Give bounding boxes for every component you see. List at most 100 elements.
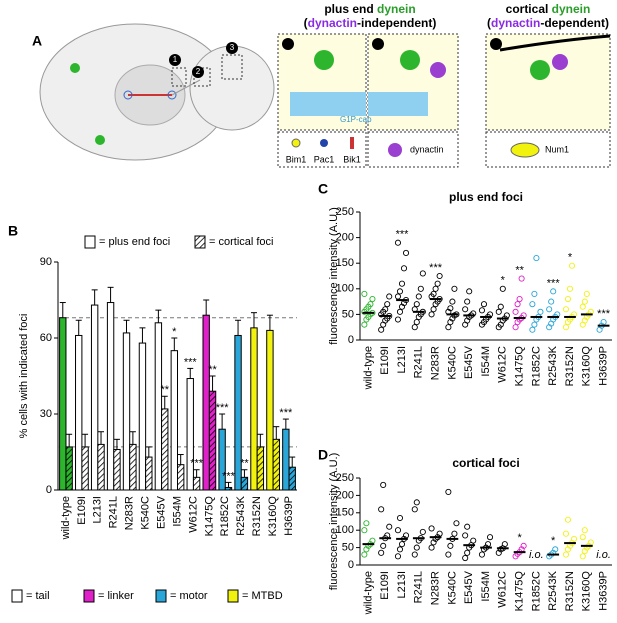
cortical-title: cortical dynein	[506, 2, 591, 16]
x-tick-label: N283R	[430, 346, 442, 380]
point	[486, 534, 494, 541]
y-tick-label: 150	[336, 507, 354, 519]
bik1	[350, 137, 354, 149]
x-tick-label: L213I	[396, 571, 408, 599]
y-tick-label: 0	[348, 559, 354, 571]
y-tick-label: 50	[342, 542, 354, 554]
chart-title: cortical foci	[452, 456, 519, 470]
point	[518, 275, 525, 282]
point	[361, 321, 368, 328]
point	[501, 541, 508, 548]
pac1	[320, 139, 328, 147]
point	[411, 506, 418, 513]
point	[411, 551, 418, 558]
point	[396, 308, 404, 315]
significance: **	[240, 458, 249, 470]
step-badge	[490, 38, 502, 50]
dynein	[530, 60, 550, 80]
y-tick-label: 100	[336, 283, 354, 295]
legend-swatch	[84, 235, 96, 249]
point	[413, 499, 420, 506]
title-part: plus end	[324, 2, 377, 16]
x-tick-label: N283R	[430, 571, 442, 605]
bar	[224, 486, 233, 491]
x-tick-label: R1852C	[219, 496, 231, 536]
bar	[90, 304, 99, 491]
point	[378, 549, 385, 556]
x-tick-label: R1852C	[530, 571, 542, 611]
significance: *	[517, 532, 522, 544]
num1-icon	[510, 142, 540, 158]
step: 2	[196, 67, 201, 76]
y-tick-label: 60	[40, 332, 52, 344]
legend-swatch	[83, 589, 95, 603]
point	[396, 288, 404, 295]
point	[415, 293, 422, 300]
point	[478, 551, 486, 558]
point	[462, 306, 469, 313]
point	[466, 288, 473, 295]
point	[451, 285, 458, 292]
point	[499, 285, 506, 292]
bar	[240, 476, 249, 491]
point	[419, 528, 426, 535]
significance: ***	[547, 277, 561, 289]
point	[419, 270, 426, 277]
num1-label: Num1	[545, 144, 569, 154]
y-tick-label: 250	[336, 206, 354, 218]
point	[436, 272, 443, 280]
significance: **	[160, 384, 169, 396]
point	[413, 301, 420, 308]
spb	[123, 90, 133, 100]
point	[570, 535, 578, 542]
dynactin-icon	[388, 143, 402, 157]
inset	[367, 131, 459, 168]
dynactin	[430, 62, 446, 78]
point	[432, 285, 439, 292]
point	[384, 301, 391, 308]
point	[520, 542, 527, 549]
significance: ***	[396, 229, 410, 241]
point	[447, 305, 454, 312]
point	[462, 532, 469, 539]
significance: ***	[222, 470, 236, 482]
point	[464, 549, 471, 556]
x-tick-label: R1852C	[530, 346, 542, 386]
bar	[81, 446, 89, 491]
point	[386, 293, 393, 300]
protein-label: Bik1	[343, 154, 361, 164]
x-tick-label: H3639P	[598, 571, 610, 611]
title-part: -dependent)	[540, 16, 609, 30]
panel-label: B	[8, 223, 18, 239]
point	[434, 280, 441, 287]
panel-a: A 1 2 3 plus end dynein (dynactin-indepe…	[32, 2, 611, 168]
point	[548, 298, 555, 305]
x-tick-label: K3160Q	[581, 571, 593, 612]
point	[550, 288, 557, 295]
x-tick-label: N283R	[124, 496, 136, 530]
x-tick-label: I554M	[480, 571, 492, 602]
x-tick-label: K1475Q	[203, 496, 215, 537]
x-tick-label: K1475Q	[514, 571, 526, 612]
bar	[75, 334, 83, 491]
point	[363, 546, 370, 553]
step-badge	[282, 38, 294, 50]
point	[453, 520, 460, 527]
title-part: (	[304, 16, 308, 30]
bar	[129, 443, 137, 491]
significance: *	[568, 252, 573, 264]
microtubule	[368, 92, 428, 116]
x-tick-label: R3152N	[564, 571, 576, 611]
y-tick-label: 50	[342, 308, 354, 320]
title-part: -independent)	[357, 16, 436, 30]
point	[562, 324, 570, 331]
bar	[282, 428, 290, 491]
bar	[138, 342, 147, 491]
point	[413, 319, 420, 326]
bar	[266, 329, 274, 491]
bar	[192, 476, 201, 491]
point	[361, 551, 368, 558]
x-tick-label: K540C	[140, 496, 152, 530]
legend-swatch	[227, 589, 239, 603]
significance: ***	[279, 407, 293, 419]
